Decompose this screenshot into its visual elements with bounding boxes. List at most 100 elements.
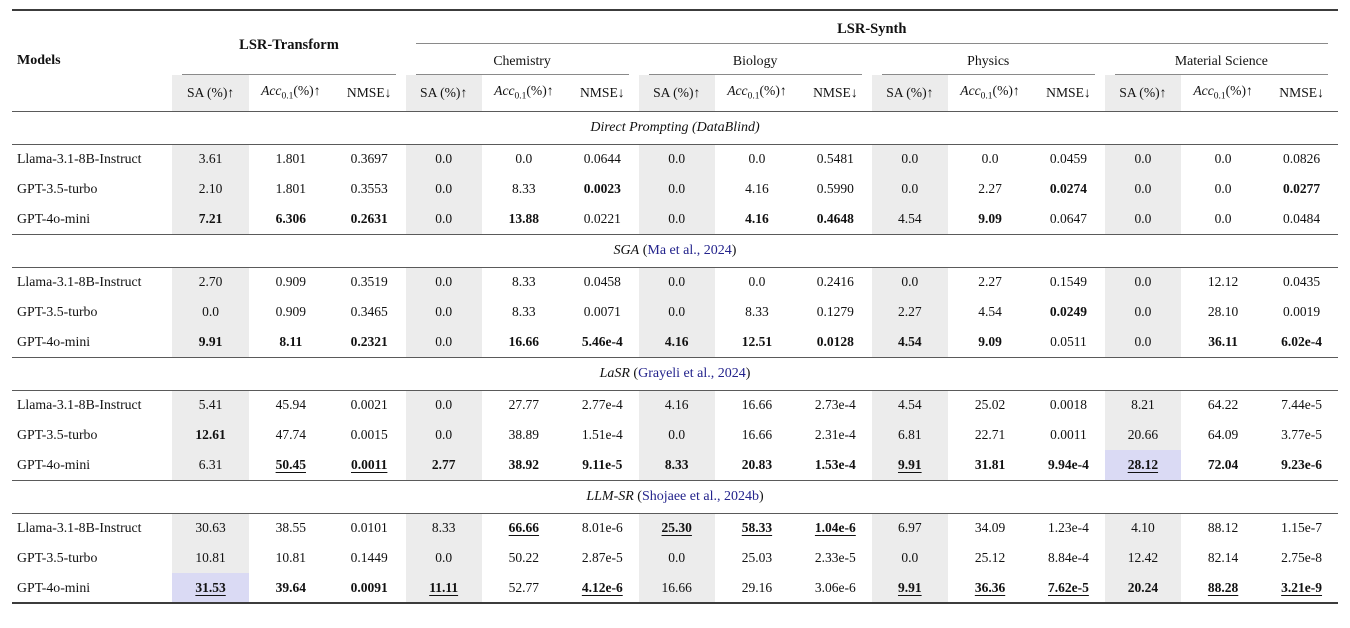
metric-value: 38.92 xyxy=(508,456,540,472)
metric-value: 0.0071 xyxy=(583,304,621,319)
metric-header-nmse: NMSE↓ xyxy=(565,75,639,112)
metric-value: 0.0 xyxy=(405,297,482,327)
metric-value: 0.3553 xyxy=(350,181,388,196)
metric-value: 0.0 xyxy=(405,543,482,573)
metric-value: 13.88 xyxy=(508,210,540,226)
metric-value: 0.0484 xyxy=(1283,210,1321,226)
metric-value: 0.2321 xyxy=(350,333,388,349)
metric-header-sa: SA (%)↑ xyxy=(405,75,482,112)
metric-value: 8.33 xyxy=(638,450,715,480)
metric-value: 0.0 xyxy=(1104,327,1181,357)
metric-value: 9.09 xyxy=(978,210,1002,226)
model-name: Llama-3.1-8B-Instruct xyxy=(17,151,142,167)
metric-value: 0.4648 xyxy=(816,210,854,226)
group-header-lsr-transform: LSR-Transform xyxy=(172,10,405,75)
metric-value: 0.0435 xyxy=(1283,274,1321,290)
section-title: Direct Prompting (DataBlind) xyxy=(12,110,1338,145)
metric-value: 0.0 xyxy=(638,204,715,234)
metric-value: 52.77 xyxy=(508,579,540,595)
metric-header-acc: Acc0.1(%)↑ xyxy=(714,75,800,112)
metric-value: 1.53e-4 xyxy=(814,456,856,472)
metric-value: 0.0 xyxy=(638,543,715,573)
metric-value: 0.0 xyxy=(1214,181,1232,196)
metric-value: 8.33 xyxy=(405,513,482,543)
metric-header-nmse: NMSE↓ xyxy=(332,75,406,112)
metric-value: 1.23e-4 xyxy=(1048,520,1089,536)
metric-value: 25.02 xyxy=(974,397,1006,413)
metric-value: 0.0221 xyxy=(583,210,621,226)
metric-header-sa: SA (%)↑ xyxy=(871,75,948,112)
metric-value: 2.10 xyxy=(172,174,249,204)
metric-value: 20.66 xyxy=(1104,420,1181,450)
metric-value: 0.0 xyxy=(405,174,482,204)
metric-value: 0.0 xyxy=(638,267,715,297)
metric-value: 58.33 xyxy=(741,520,773,536)
metric-value: 0.0 xyxy=(638,144,715,174)
metric-header-sa: SA (%)↑ xyxy=(638,75,715,112)
section-header-row: Direct Prompting (DataBlind) xyxy=(12,110,1338,145)
metric-value: 88.12 xyxy=(1207,520,1239,536)
metric-value: 64.22 xyxy=(1207,397,1239,413)
metric-value: 0.0 xyxy=(405,420,482,450)
table-row: Llama-3.1-8B-Instruct 30.63 38.55 0.0101 8.3… xyxy=(12,513,1338,543)
metric-value: 50.22 xyxy=(508,550,540,565)
metric-value: 88.28 xyxy=(1207,579,1239,595)
metric-value: 82.14 xyxy=(1207,550,1239,565)
metric-value: 66.66 xyxy=(508,520,540,536)
metric-value: 64.09 xyxy=(1207,427,1239,442)
metric-value: 38.55 xyxy=(275,520,306,536)
metric-value: 25.12 xyxy=(974,550,1006,565)
metric-value: 6.81 xyxy=(871,420,948,450)
metric-value: 9.23e-6 xyxy=(1281,456,1323,472)
metric-value: 9.11e-5 xyxy=(582,456,623,472)
section-title: SGA (Ma et al., 2024) xyxy=(12,233,1338,268)
section-title: LaSR (Grayeli et al., 2024) xyxy=(12,356,1338,391)
metric-value: 0.909 xyxy=(275,274,306,290)
table-row: Llama-3.1-8B-Instruct 3.61 1.801 0.3697 0.0 0… xyxy=(12,144,1338,174)
citation-link[interactable]: Shojaee et al., 2024b xyxy=(641,488,759,504)
metric-value: 36.36 xyxy=(974,579,1006,595)
metric-value: 0.0 xyxy=(405,267,482,297)
model-name: Llama-3.1-8B-Instruct xyxy=(17,520,142,536)
metric-value: 3.21e-9 xyxy=(1281,579,1323,595)
metric-value: 3.77e-5 xyxy=(1281,427,1323,442)
citation-link[interactable]: Grayeli et al., 2024 xyxy=(638,365,746,381)
metric-value: 20.24 xyxy=(1104,573,1181,603)
metric-value: 9.09 xyxy=(978,333,1002,349)
domain-header-biology: Biology xyxy=(639,44,872,75)
metric-value: 0.0 xyxy=(638,420,715,450)
metric-value: 0.1279 xyxy=(816,304,854,319)
metric-header-acc: Acc0.1(%)↑ xyxy=(481,75,566,112)
metric-value: 0.0021 xyxy=(350,397,388,413)
table-row: Llama-3.1-8B-Instruct 2.70 0.909 0.3519 0.0 8… xyxy=(12,267,1338,297)
citation-link[interactable]: Ma et al., 2024 xyxy=(647,242,732,258)
metric-value: 0.0 xyxy=(981,151,999,167)
metric-value: 0.0 xyxy=(1104,297,1181,327)
metric-value: 8.33 xyxy=(512,181,536,196)
model-name: GPT-3.5-turbo xyxy=(17,181,98,196)
metric-value: 0.0 xyxy=(871,174,948,204)
metric-value: 0.0511 xyxy=(1050,333,1087,349)
section-title: LLM-SR (Shojaee et al., 2024b) xyxy=(12,479,1338,514)
domain-header-material-science: Material Science xyxy=(1105,44,1338,75)
metric-value: 2.73e-4 xyxy=(814,397,856,413)
metric-value: 4.54 xyxy=(871,204,948,234)
metric-value: 0.0128 xyxy=(816,333,854,349)
metric-value: 8.33 xyxy=(512,304,536,319)
metric-value: 0.0 xyxy=(172,297,249,327)
metric-value: 0.0019 xyxy=(1283,304,1321,319)
metric-value: 7.44e-5 xyxy=(1281,397,1323,413)
metric-value: 4.54 xyxy=(978,304,1002,319)
metric-value: 4.16 xyxy=(745,210,769,226)
metric-value: 0.1449 xyxy=(350,550,388,565)
metric-value: 0.0 xyxy=(405,144,482,174)
metric-value: 7.21 xyxy=(172,204,249,234)
metric-value: 12.51 xyxy=(741,333,773,349)
metric-value: 45.94 xyxy=(275,397,306,413)
metric-value: 0.0 xyxy=(871,144,948,174)
metric-value: 2.75e-8 xyxy=(1281,550,1323,565)
metric-value: 0.0826 xyxy=(1283,151,1321,167)
metric-value: 1.04e-6 xyxy=(814,520,856,536)
metric-value: 9.94e-4 xyxy=(1048,456,1089,472)
model-name: Llama-3.1-8B-Instruct xyxy=(17,397,142,413)
